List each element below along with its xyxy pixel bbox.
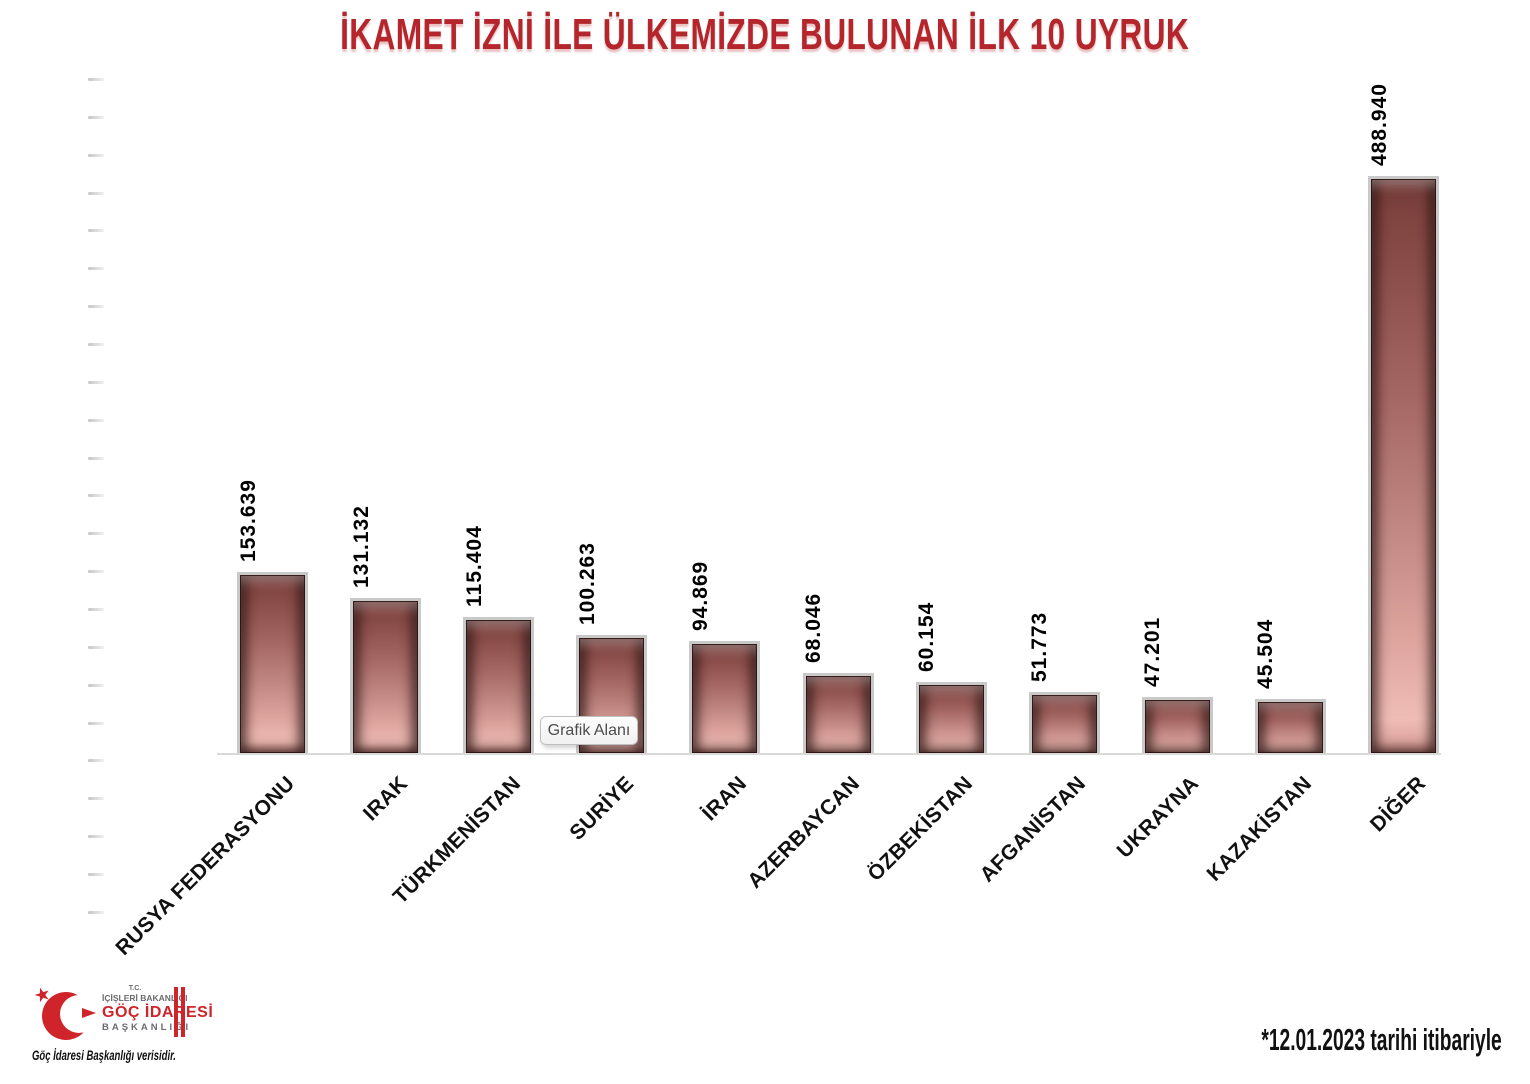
value-label-rusya-federasyonu: 153.639 xyxy=(236,479,260,562)
category-label-iran: İRAN xyxy=(697,772,752,826)
y-axis-tick xyxy=(88,229,104,233)
logo-line-baskanligi: BAŞKANLIĞI xyxy=(102,1022,192,1033)
y-axis-tick xyxy=(88,343,104,347)
category-label-ukrayna: UKRAYNA xyxy=(1112,772,1204,863)
chart-title: İKAMET İZNİ İLE ÜLKEMİZDE BULUNAN İLK 10… xyxy=(340,10,1190,59)
y-axis-tick xyxy=(88,910,104,914)
y-axis-tick xyxy=(88,683,104,687)
y-axis-tick xyxy=(88,380,104,384)
y-axis-tick xyxy=(88,191,104,195)
chart-title-wrap: İKAMET İZNİ İLE ÜLKEMİZDE BULUNAN İLK 10… xyxy=(0,10,1530,60)
bar-iran[interactable] xyxy=(689,641,761,753)
value-label-ukrayna: 47.201 xyxy=(1141,616,1165,687)
y-axis-tick xyxy=(88,721,104,725)
y-axis-tick xyxy=(88,645,104,649)
y-axis-tick xyxy=(88,608,104,612)
y-axis-tick xyxy=(88,456,104,460)
value-label-azerbaycan: 68.046 xyxy=(802,592,825,663)
crescent-star-icon: ★ xyxy=(31,983,98,1045)
value-label-diger: 488.940 xyxy=(1367,83,1391,166)
date-note: *12.01.2023 tarihi itibariyle xyxy=(1261,1022,1502,1057)
value-label-iran: 94.869 xyxy=(688,560,712,631)
chart-area-tooltip-label: Grafik Alanı xyxy=(547,721,631,739)
bar-kazakistan[interactable] xyxy=(1254,699,1326,753)
y-axis-tick xyxy=(88,153,104,157)
bar-diger[interactable] xyxy=(1368,176,1439,753)
y-axis-tick xyxy=(88,115,104,119)
logo-line-ministry: İÇİŞLERİ BAKANLIĞI xyxy=(102,993,188,1003)
bar-turkmenistan[interactable] xyxy=(463,617,535,753)
bar-ukrayna[interactable] xyxy=(1141,697,1213,753)
category-label-turkmenistan: TÜRKMENİSTAN xyxy=(388,772,525,909)
y-axis-tick xyxy=(88,873,104,877)
y-axis-tick xyxy=(88,418,104,422)
logo-line-tc: T.C. xyxy=(128,985,142,992)
y-axis-tick xyxy=(88,532,104,536)
category-label-kazakistan: KAZAKİSTAN xyxy=(1202,772,1317,886)
logo-text: T.C. İÇİŞLERİ BAKANLIĞI GÖÇ İDARESİ BAŞK… xyxy=(102,985,214,1034)
chart-area-tooltip: Grafik Alanı xyxy=(540,716,638,745)
y-axis-tick xyxy=(88,759,104,763)
category-label-azerbaycan: AZERBAYCAN xyxy=(743,772,865,893)
value-label-irak: 131.132 xyxy=(349,505,373,588)
category-label-ozbekistan: ÖZBEKİSTAN xyxy=(863,772,978,886)
category-label-diger: DİĞER xyxy=(1365,772,1430,837)
bar-afganistan[interactable] xyxy=(1028,692,1100,753)
y-axis-tick xyxy=(88,267,104,271)
value-label-kazakistan: 45.504 xyxy=(1254,618,1278,689)
category-label-suriye: SURİYE xyxy=(565,772,639,845)
value-label-afganistan: 51.773 xyxy=(1028,611,1052,682)
y-axis-tick xyxy=(88,570,104,574)
bar-rusya-federasyonu[interactable] xyxy=(237,572,308,753)
bar-azerbaycan[interactable] xyxy=(802,673,874,753)
y-axis-tick xyxy=(88,305,104,309)
y-axis-tick xyxy=(88,494,104,498)
x-axis-line xyxy=(217,753,1441,755)
y-axis-tick xyxy=(88,797,104,801)
y-axis-tick xyxy=(88,835,104,839)
category-label-rusya-federasyonu: RUSYA FEDERASYONU xyxy=(110,772,299,960)
bar-irak[interactable] xyxy=(350,598,422,753)
y-axis-tick xyxy=(88,78,104,81)
bar-ozbekistan[interactable] xyxy=(915,682,987,753)
institution-logo: ★ T.C. İÇİŞLERİ BAKANLIĞI GÖÇ İDARESİ BA… xyxy=(28,983,214,1065)
logo-double-bar-icon xyxy=(174,987,185,1037)
value-label-suriye: 100.263 xyxy=(575,542,599,625)
star-icon: ★ xyxy=(31,982,54,1009)
value-label-ozbekistan: 60.154 xyxy=(915,601,939,672)
logo-line-goc-idaresi: GÖÇ İDARESİ xyxy=(102,1004,214,1021)
category-label-irak: IRAK xyxy=(358,772,412,826)
value-label-turkmenistan: 115.404 xyxy=(462,525,486,607)
data-source-caption: Göç İdaresi Başkanlığı verisidir. xyxy=(32,1047,176,1063)
category-label-afganistan: AFGANİSTAN xyxy=(975,772,1091,887)
